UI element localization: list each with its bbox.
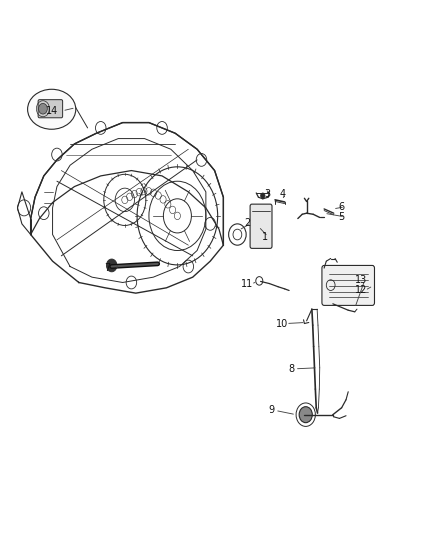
Text: 6: 6	[339, 202, 345, 212]
Text: 14: 14	[46, 106, 59, 116]
Text: 2: 2	[244, 219, 251, 228]
Text: 1: 1	[262, 232, 268, 241]
Text: 3: 3	[264, 189, 270, 199]
Circle shape	[106, 259, 117, 272]
Text: 12: 12	[355, 286, 367, 295]
Text: 7: 7	[104, 263, 110, 272]
Circle shape	[39, 103, 47, 114]
Ellipse shape	[28, 89, 76, 130]
FancyBboxPatch shape	[38, 100, 63, 118]
FancyBboxPatch shape	[322, 265, 374, 305]
Text: 9: 9	[268, 406, 275, 415]
Text: 5: 5	[339, 212, 345, 222]
Text: 10: 10	[276, 319, 289, 328]
Text: 11: 11	[241, 279, 254, 289]
Circle shape	[299, 407, 312, 423]
Text: 13: 13	[355, 275, 367, 285]
Circle shape	[261, 193, 265, 198]
FancyBboxPatch shape	[250, 204, 272, 248]
Text: 8: 8	[288, 364, 294, 374]
Text: 4: 4	[279, 189, 286, 199]
